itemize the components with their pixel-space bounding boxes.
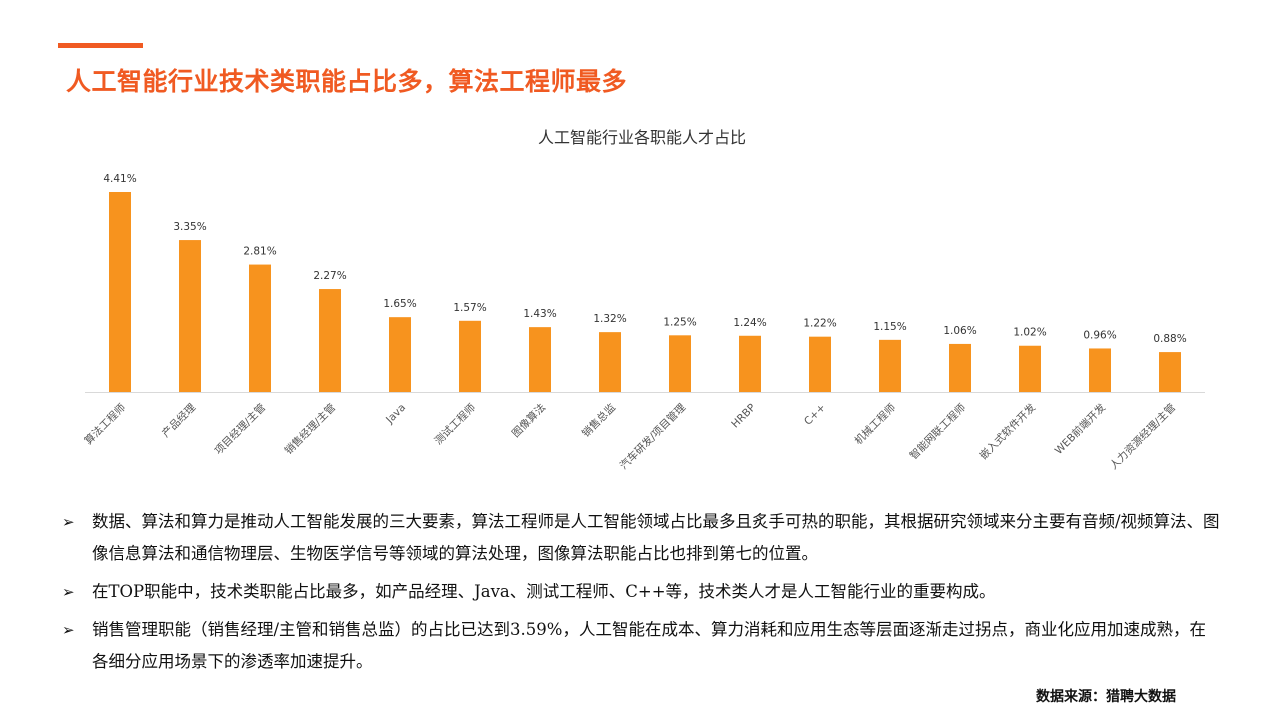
x-tick-label: 销售总监 bbox=[579, 401, 618, 440]
bar-5 bbox=[459, 320, 481, 392]
chart-title: 人工智能行业各职能人才占比 bbox=[538, 128, 746, 147]
bar-value-label: 1.32% bbox=[593, 313, 626, 325]
bar-value-label: 2.81% bbox=[243, 246, 276, 258]
bar-14 bbox=[1089, 348, 1111, 392]
x-tick-label: WEB前端开发 bbox=[1052, 401, 1108, 457]
x-tick-label: C++ bbox=[802, 402, 828, 428]
bar-1 bbox=[179, 240, 201, 392]
bar-0 bbox=[109, 192, 131, 392]
bar-value-label: 1.65% bbox=[383, 298, 416, 310]
x-tick-label: Java bbox=[383, 402, 408, 427]
x-tick-label: 销售经理/主管 bbox=[282, 401, 338, 457]
title-accent-bar bbox=[58, 43, 143, 48]
bar-value-label: 4.41% bbox=[103, 173, 136, 185]
bar-15 bbox=[1159, 352, 1181, 392]
x-tick-label: 人力资源经理/主管 bbox=[1107, 401, 1178, 472]
bar-chart: 人工智能行业各职能人才占比 4.41% 算法工程师 3.35% 产品经理 2.81% 项目… bbox=[82, 128, 1205, 472]
bar-10 bbox=[809, 336, 831, 392]
x-tick-label: 图像算法 bbox=[509, 401, 548, 440]
bullet-item: ➢ 在TOP职能中，技术类职能占比最多，如产品经理、Java、测试工程师、C++… bbox=[62, 576, 1222, 608]
bar-value-label: 0.96% bbox=[1083, 329, 1116, 341]
x-tick-label: 汽车研发/项目管理 bbox=[617, 401, 688, 472]
bar-value-label: 2.27% bbox=[313, 270, 346, 282]
bar-value-label: 1.15% bbox=[873, 321, 906, 333]
bullet-item: ➢ 销售管理职能（销售经理/主管和销售总监）的占比已达到3.59%，人工智能在成… bbox=[62, 614, 1222, 678]
bar-value-label: 1.25% bbox=[663, 316, 696, 328]
x-tick-label: HRBP bbox=[729, 402, 758, 431]
bar-value-label: 1.02% bbox=[1013, 327, 1046, 339]
bar-value-label: 1.24% bbox=[733, 317, 766, 329]
bullet-list: ➢ 数据、算法和算力是推动人工智能发展的三大要素，算法工程师是人工智能领域占比最… bbox=[62, 506, 1222, 684]
bullet-text: 在TOP职能中，技术类职能占比最多，如产品经理、Java、测试工程师、C++等，… bbox=[92, 582, 996, 601]
bar-4 bbox=[389, 317, 411, 392]
bar-7 bbox=[599, 332, 621, 392]
data-source: 数据来源：猎聘大数据 bbox=[1036, 689, 1176, 705]
bullet-arrow-icon: ➢ bbox=[62, 513, 75, 531]
x-tick-label: 项目经理/主管 bbox=[212, 401, 268, 457]
bar-12 bbox=[949, 343, 971, 392]
x-tick-label: 测试工程师 bbox=[432, 401, 478, 447]
bullet-arrow-icon: ➢ bbox=[62, 621, 75, 639]
bar-13 bbox=[1019, 345, 1041, 392]
bar-value-label: 1.22% bbox=[803, 318, 836, 330]
bar-value-label: 1.43% bbox=[523, 308, 556, 320]
bar-3 bbox=[319, 289, 341, 392]
x-tick-label: 产品经理 bbox=[159, 401, 198, 440]
bar-value-label: 1.06% bbox=[943, 325, 976, 337]
x-tick-label: 智能网联工程师 bbox=[907, 401, 968, 462]
page-title: 人工智能行业技术类职能占比多，算法工程师最多 bbox=[66, 67, 628, 96]
bar-11 bbox=[879, 339, 901, 392]
x-tick-label: 算法工程师 bbox=[82, 401, 128, 447]
bullet-text: 销售管理职能（销售经理/主管和销售总监）的占比已达到3.59%，人工智能在成本、… bbox=[92, 620, 1206, 671]
bullet-item: ➢ 数据、算法和算力是推动人工智能发展的三大要素，算法工程师是人工智能领域占比最… bbox=[62, 506, 1222, 570]
bar-value-label: 1.57% bbox=[453, 302, 486, 314]
bar-2 bbox=[249, 264, 271, 392]
bullet-arrow-icon: ➢ bbox=[62, 583, 75, 601]
bar-9 bbox=[739, 335, 761, 392]
bar-8 bbox=[669, 335, 691, 392]
bullet-text: 数据、算法和算力是推动人工智能发展的三大要素，算法工程师是人工智能领域占比最多且… bbox=[92, 512, 1220, 563]
x-tick-label: 嵌入式软件开发 bbox=[977, 401, 1039, 463]
bar-value-label: 3.35% bbox=[173, 221, 206, 233]
x-tick-label: 机械工程师 bbox=[852, 401, 898, 447]
bar-value-label: 0.88% bbox=[1153, 333, 1186, 345]
bar-6 bbox=[529, 327, 551, 392]
